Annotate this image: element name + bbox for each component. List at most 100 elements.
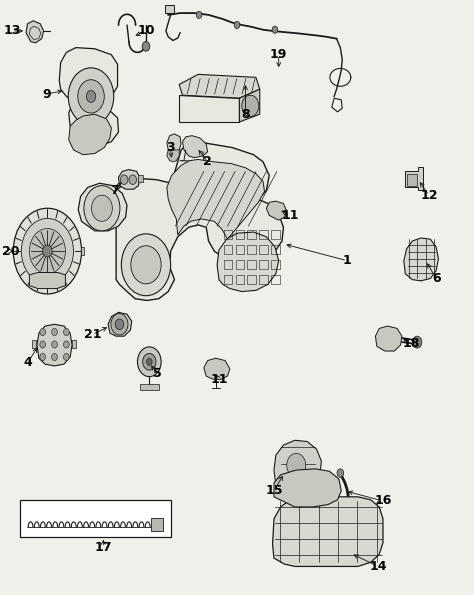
Circle shape [64, 353, 69, 361]
Text: 19: 19 [270, 48, 287, 61]
Circle shape [242, 95, 259, 117]
Circle shape [143, 353, 156, 370]
Polygon shape [116, 142, 283, 300]
Polygon shape [59, 48, 118, 146]
Text: 13: 13 [3, 24, 20, 37]
Bar [151, 518, 163, 531]
Text: 17: 17 [95, 541, 112, 554]
Circle shape [121, 234, 171, 296]
Circle shape [272, 26, 278, 33]
Text: 4: 4 [23, 356, 32, 369]
Polygon shape [274, 469, 341, 507]
Circle shape [120, 175, 128, 184]
Circle shape [131, 246, 161, 284]
Polygon shape [81, 247, 84, 255]
Polygon shape [405, 167, 423, 190]
Circle shape [129, 175, 137, 184]
Bar [247, 275, 256, 284]
Circle shape [21, 218, 73, 284]
Bar [224, 261, 232, 270]
Bar [271, 261, 280, 270]
Polygon shape [274, 440, 321, 489]
Bar [271, 230, 280, 239]
Bar [20, 500, 171, 537]
Text: 20: 20 [2, 245, 19, 258]
Bar [407, 174, 417, 186]
Polygon shape [404, 238, 438, 281]
Circle shape [40, 341, 46, 348]
Text: 6: 6 [432, 272, 440, 285]
Bar [271, 245, 280, 254]
Polygon shape [26, 21, 44, 43]
Polygon shape [167, 159, 264, 239]
Bar [259, 245, 268, 254]
Bar [247, 245, 256, 254]
Bar [236, 245, 244, 254]
Circle shape [91, 195, 112, 221]
Text: 16: 16 [374, 494, 392, 508]
Polygon shape [375, 326, 402, 351]
Polygon shape [179, 74, 260, 98]
Text: 5: 5 [153, 367, 162, 380]
Bar [236, 275, 244, 284]
Polygon shape [167, 150, 179, 162]
Circle shape [40, 328, 46, 336]
Polygon shape [165, 5, 174, 13]
Text: 15: 15 [265, 484, 283, 497]
Circle shape [78, 80, 104, 113]
Circle shape [337, 469, 344, 477]
Circle shape [64, 328, 69, 336]
Circle shape [412, 336, 422, 348]
Text: 10: 10 [137, 24, 155, 37]
Circle shape [13, 208, 82, 294]
Bar [224, 245, 232, 254]
Bar [259, 275, 268, 284]
Circle shape [52, 341, 57, 348]
Text: 14: 14 [370, 560, 387, 573]
Text: 11: 11 [282, 209, 299, 222]
Bar [271, 275, 280, 284]
Polygon shape [266, 201, 287, 220]
Bar [259, 261, 268, 270]
Text: 2: 2 [203, 155, 212, 168]
Polygon shape [217, 232, 279, 292]
Circle shape [52, 328, 57, 336]
Polygon shape [32, 340, 36, 348]
Text: 11: 11 [210, 373, 228, 386]
Circle shape [40, 353, 46, 361]
Text: 7: 7 [110, 184, 119, 197]
Bar [138, 175, 143, 182]
Circle shape [52, 353, 57, 361]
Polygon shape [37, 324, 72, 366]
Polygon shape [69, 114, 111, 155]
Polygon shape [72, 340, 76, 348]
Bar [247, 261, 256, 270]
Bar [224, 230, 232, 239]
Polygon shape [204, 358, 230, 380]
Circle shape [142, 42, 150, 51]
Text: 12: 12 [420, 189, 438, 202]
Circle shape [29, 228, 65, 274]
Bar [140, 384, 159, 390]
Bar [247, 230, 256, 239]
Circle shape [64, 341, 69, 348]
Text: 9: 9 [42, 87, 51, 101]
Circle shape [84, 186, 120, 231]
Polygon shape [179, 95, 239, 122]
Polygon shape [118, 170, 140, 189]
Polygon shape [108, 312, 132, 336]
Circle shape [86, 90, 96, 102]
Text: 3: 3 [166, 141, 175, 154]
Bar [236, 230, 244, 239]
Circle shape [342, 512, 348, 521]
Circle shape [287, 453, 306, 477]
Polygon shape [29, 273, 65, 289]
Circle shape [111, 314, 128, 335]
Text: 21: 21 [84, 328, 101, 341]
Text: 18: 18 [403, 337, 420, 350]
Circle shape [68, 68, 114, 125]
Circle shape [137, 347, 161, 377]
Text: 8: 8 [241, 108, 250, 121]
Bar [259, 230, 268, 239]
Bar [236, 261, 244, 270]
